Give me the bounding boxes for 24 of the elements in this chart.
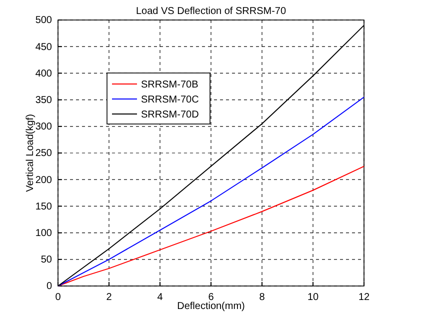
x-tick-label: 8	[259, 292, 266, 303]
legend-label: SRRSM-70D	[141, 110, 199, 120]
y-tick-label: 300	[35, 122, 52, 133]
y-tick-label: 0	[46, 281, 52, 292]
x-tick-label: 12	[358, 292, 370, 303]
y-tick-label: 150	[35, 201, 52, 212]
x-axis-title: Deflection(mm)	[177, 301, 245, 312]
y-tick-label: 400	[35, 68, 52, 80]
legend-label: SRRSM-70B	[141, 80, 199, 90]
y-tick-label: 250	[35, 148, 52, 160]
y-tick-label: 100	[35, 228, 52, 239]
y-tick-label: 350	[35, 95, 52, 106]
y-tick-label: 50	[40, 254, 52, 266]
x-tick-label: 6	[208, 292, 214, 303]
x-tick-label: 2	[106, 292, 112, 303]
y-axis-title: Vertical Load(kgf)	[25, 114, 36, 192]
x-tick-label: 4	[157, 292, 164, 303]
y-tick-label: 500	[35, 15, 52, 26]
y-tick-label: 450	[35, 42, 52, 53]
x-tick-label: 0	[55, 292, 62, 303]
x-tick-label: 10	[307, 292, 319, 303]
y-tick-label: 200	[35, 174, 52, 186]
legend-label: SRRSM-70C	[141, 94, 199, 106]
chart-title: Load VS Deflection of SRRSM-70	[136, 6, 286, 17]
